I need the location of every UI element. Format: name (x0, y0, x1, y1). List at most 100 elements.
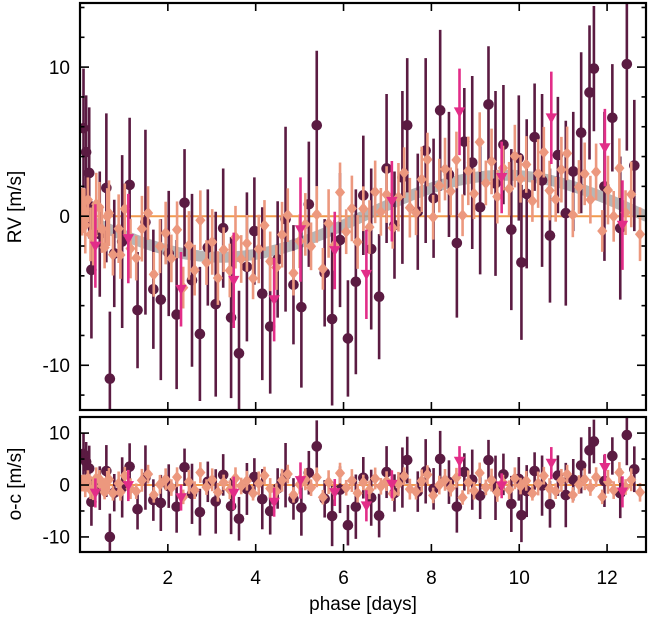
data-point-diamond (521, 474, 532, 488)
data-point-circle (401, 454, 413, 466)
series-dataset-diamonds (80, 112, 646, 309)
data-point-circle (588, 436, 600, 447)
data-point-circle (459, 466, 470, 478)
data-point-circle (401, 119, 413, 131)
panel-residuals (80, 417, 646, 552)
data-point-diamond (527, 194, 538, 208)
data-point-circle (521, 188, 533, 200)
data-point-triangle (360, 269, 373, 281)
data-point-diamond (247, 487, 259, 500)
data-point-diamond (142, 206, 154, 220)
data-point-diamond (550, 193, 561, 206)
data-point-diamond (154, 240, 166, 253)
data-point-diamond (166, 252, 177, 265)
data-point-triangle (386, 479, 398, 491)
data-point-diamond (236, 252, 247, 266)
data-point-circle (607, 450, 618, 462)
data-point-circle (516, 509, 527, 521)
data-point-diamond (288, 488, 299, 502)
data-point-circle (296, 301, 307, 313)
data-point-diamond (591, 165, 602, 179)
data-point-diamond (317, 490, 328, 504)
data-point-diamond (591, 470, 602, 484)
data-point-circle (155, 497, 167, 509)
data-point-diamond (567, 488, 578, 502)
data-point-diamond (94, 201, 105, 214)
data-point-circle (83, 167, 95, 179)
data-point-circle (171, 309, 182, 320)
data-point-triangle (599, 463, 611, 474)
data-point-diamond (136, 222, 148, 235)
data-point-diamond (107, 248, 119, 261)
data-point-diamond (265, 482, 276, 495)
data-point-diamond (375, 480, 386, 493)
data-point-diamond (626, 473, 637, 486)
data-point-triangle (89, 488, 102, 499)
data-point-diamond (585, 481, 596, 494)
y-tick-label: 10 (49, 424, 70, 445)
data-point-diamond (556, 474, 567, 487)
data-point-triangle (122, 481, 135, 492)
chart-render-layer: -10 0 10 -10 0 10 2 4 6 8 10 12 (43, 1, 648, 589)
data-point-diamond (533, 167, 544, 180)
series-dataset-triangles (89, 68, 629, 342)
data-point-diamond (445, 185, 456, 198)
data-point-diamond (212, 271, 224, 285)
data-point-diamond (634, 486, 646, 499)
data-point-circle (179, 461, 190, 473)
data-point-diamond (602, 475, 614, 489)
data-point-circle (506, 498, 517, 510)
data-point-diamond (171, 223, 183, 236)
data-point-circle (459, 136, 470, 147)
data-point-circle (516, 257, 527, 268)
data-point-circle (210, 496, 222, 507)
data-point-triangle (122, 234, 135, 245)
data-point-diamond (399, 166, 410, 179)
data-point-diamond (428, 489, 439, 502)
data-point-circle (83, 463, 95, 474)
data-point-diamond (207, 235, 218, 249)
data-point-diamond (608, 210, 619, 223)
data-point-triangle (545, 113, 558, 124)
data-point-diamond (323, 217, 334, 230)
data-point-circle (264, 321, 276, 332)
data-point-diamond (404, 201, 415, 214)
data-point-circle (132, 304, 143, 316)
data-point-circle (104, 373, 116, 384)
data-point-circle (350, 501, 362, 513)
data-point-diamond (183, 475, 195, 489)
data-point-diamond (439, 473, 451, 487)
data-point-circle (171, 501, 182, 513)
data-point-circle (588, 63, 600, 74)
data-point-diamond (317, 262, 328, 276)
data-point-diamond (346, 474, 357, 487)
data-point-circle (194, 506, 206, 518)
data-point-diamond (410, 206, 422, 219)
data-point-diamond (311, 471, 322, 484)
data-point-diamond (579, 167, 590, 181)
data-point-diamond (241, 474, 253, 487)
data-point-diamond (341, 225, 352, 238)
data-point-diamond (148, 488, 159, 502)
data-point-diamond (457, 491, 468, 504)
y-tick-label: -10 (43, 356, 70, 377)
panel-frame-group: -10 0 10 (43, 1, 648, 412)
data-point-diamond (201, 480, 212, 494)
data-point-diamond (480, 481, 491, 494)
data-point-diamond (142, 467, 154, 481)
data-point-diamond (102, 210, 113, 223)
data-point-diamond (276, 228, 288, 241)
data-point-diamond (567, 208, 578, 222)
data-point-diamond (515, 172, 526, 185)
data-point-diamond (434, 478, 445, 492)
data-point-diamond (102, 474, 113, 488)
data-point-diamond (341, 481, 352, 494)
data-point-circle (575, 460, 587, 471)
data-point-diamond (148, 268, 159, 281)
data-point-diamond (562, 467, 573, 481)
data-point-circle (311, 119, 323, 131)
data-point-diamond (288, 266, 299, 280)
data-point-circle (621, 429, 633, 441)
data-point-triangle (329, 488, 341, 499)
